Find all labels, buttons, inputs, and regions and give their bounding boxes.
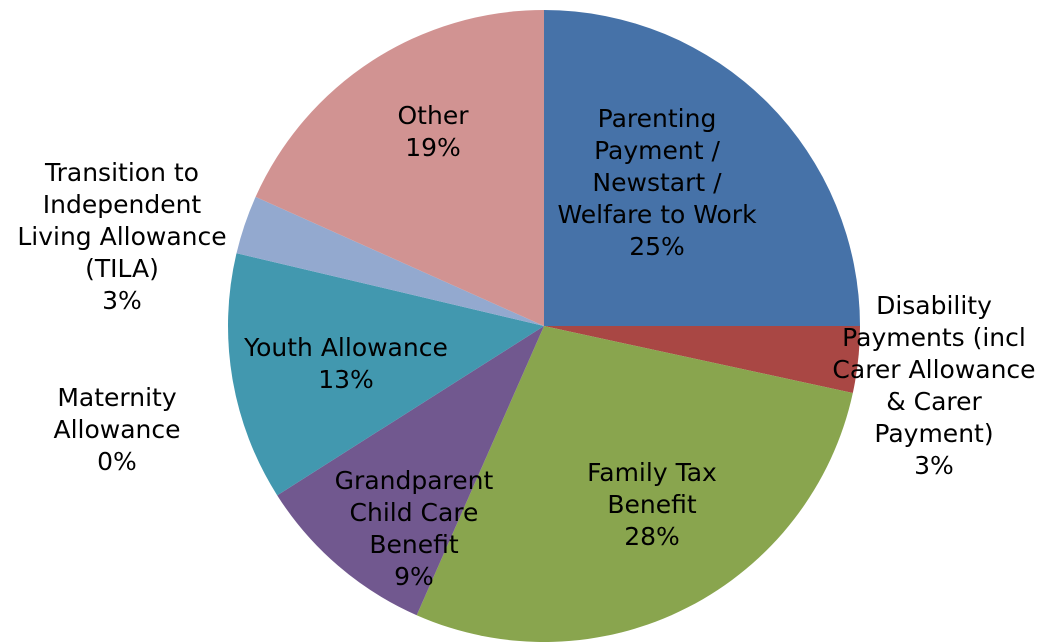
slice-label-line: Benefit [369, 530, 459, 559]
slice-label-line: Grandparent [335, 466, 494, 495]
slice-label-line: Disability [876, 291, 992, 320]
slice-label-other: Other 19% [398, 101, 470, 162]
slice-label-transition-to-independent-living-allowance-tila: Transition to Independent Living Allowance… [17, 158, 226, 315]
slice-label-line: Other [398, 101, 470, 130]
slice-percent-label: 0% [97, 447, 137, 476]
slice-label-maternity-allowance: Maternity Allowance 0% [53, 383, 180, 476]
slice-label-line: & Carer [886, 387, 982, 416]
slice-label-grandparent-child-care-benefit: Grandparent Child Care Benefit 9% [335, 466, 494, 591]
slice-percent-label: 19% [405, 133, 461, 162]
pie-slice-transition-to-independent-living-allowance-tila [236, 196, 544, 326]
slice-label-line: Transition to [44, 158, 199, 187]
pie-slice-other [255, 10, 544, 326]
pie-slice-grandparent-child-care-benefit [277, 326, 544, 616]
slice-label-line: Payment) [874, 419, 993, 448]
slice-label-line: Allowance [53, 415, 180, 444]
slice-label-line: Payment / [594, 136, 720, 165]
pie-slice-family-tax-benefit [416, 326, 853, 643]
slices-layer [227, 10, 860, 643]
slice-label-line: Living Allowance [17, 222, 226, 251]
slice-label-line: Parenting [598, 104, 717, 133]
slice-percent-label: 3% [914, 451, 954, 480]
slice-label-youth-allowance: Youth Allowance 13% [243, 333, 448, 394]
pie-slice-disability-payments-incl-carer-allowance-carer-payment [544, 326, 860, 393]
slice-label-line: Youth Allowance [243, 333, 448, 362]
slice-label-line: Newstart / [592, 168, 722, 197]
pie-slice-parenting-payment-newstart-welfare-to-work [544, 10, 860, 326]
slice-label-line: Maternity [57, 383, 177, 412]
slice-label-line: (TILA) [85, 254, 159, 283]
slice-label-family-tax-benefit: Family Tax Benefit 28% [587, 458, 717, 551]
slice-percent-label: 25% [629, 232, 685, 261]
pie-slice-youth-allowance [227, 253, 545, 496]
slice-label-disability-payments-incl-carer-allowance-carer-payment: Disability Payments (incl Carer Allowance &… [832, 291, 1035, 480]
slice-percent-label: 9% [394, 562, 434, 591]
labels-layer: Parenting Payment / Newstart / Welfare to W… [17, 101, 1035, 591]
slice-label-line: Welfare to Work [557, 200, 757, 229]
slice-percent-label: 3% [102, 286, 142, 315]
slice-percent-label: 13% [318, 365, 374, 394]
slice-label-line: Carer Allowance [832, 355, 1035, 384]
slice-label-line: Family Tax [587, 458, 717, 487]
slice-label-line: Payments (incl [842, 323, 1026, 352]
slice-percent-label: 28% [624, 522, 680, 551]
slice-label-line: Child Care [350, 498, 479, 527]
slice-label-line: Benefit [607, 490, 697, 519]
slice-label-line: Independent [43, 190, 202, 219]
slice-label-parenting-payment-newstart-welfare-to-work: Parenting Payment / Newstart / Welfare to W… [557, 104, 757, 261]
